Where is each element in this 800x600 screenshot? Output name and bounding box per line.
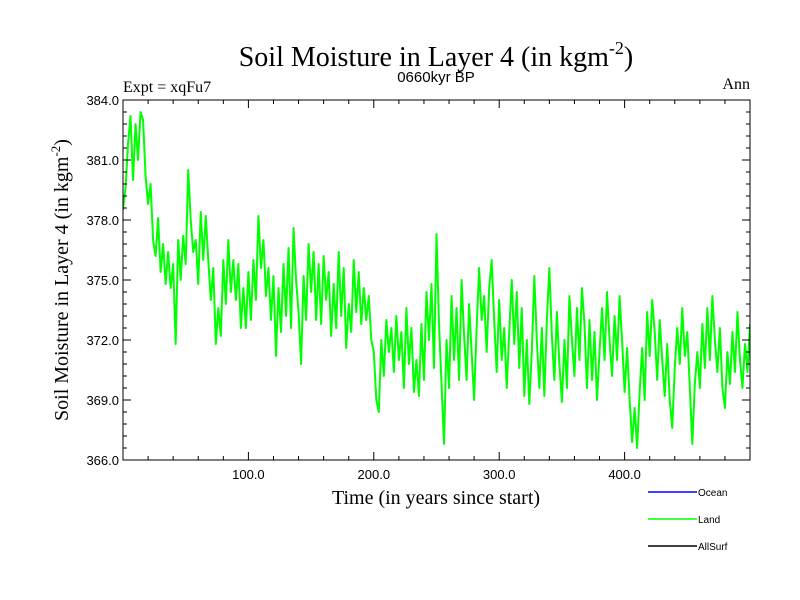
y-tick-label: 366.0 xyxy=(86,453,119,468)
y-tick-label: 381.0 xyxy=(86,153,119,168)
chart-title: Soil Moisture in Layer 4 (in kgm-2) xyxy=(239,38,634,73)
legend-label-land: Land xyxy=(698,515,720,526)
y-axis-label: Soil Moisture in Layer 4 (in kgm-2) xyxy=(48,139,73,421)
experiment-label: Expt = xqFu7 xyxy=(123,79,211,96)
x-tick-label: 300.0 xyxy=(483,467,516,482)
series-line-land xyxy=(123,111,750,449)
x-tick-label: 200.0 xyxy=(358,467,391,482)
y-tick-label: 375.0 xyxy=(86,273,119,288)
y-tick-label: 369.0 xyxy=(86,393,119,408)
x-tick-label: 400.0 xyxy=(608,467,641,482)
season-label: Ann xyxy=(722,76,750,93)
y-tick-label: 372.0 xyxy=(86,333,119,348)
legend-label-ocean: Ocean xyxy=(698,488,727,499)
x-axis-label: Time (in years since start) xyxy=(332,487,540,509)
y-tick-label: 378.0 xyxy=(86,213,119,228)
legend-label-allsurf: AllSurf xyxy=(698,542,728,553)
x-tick-label: 100.0 xyxy=(232,467,265,482)
y-tick-label: 384.0 xyxy=(86,93,119,108)
chart-subtitle: 0660kyr BP xyxy=(397,69,475,86)
